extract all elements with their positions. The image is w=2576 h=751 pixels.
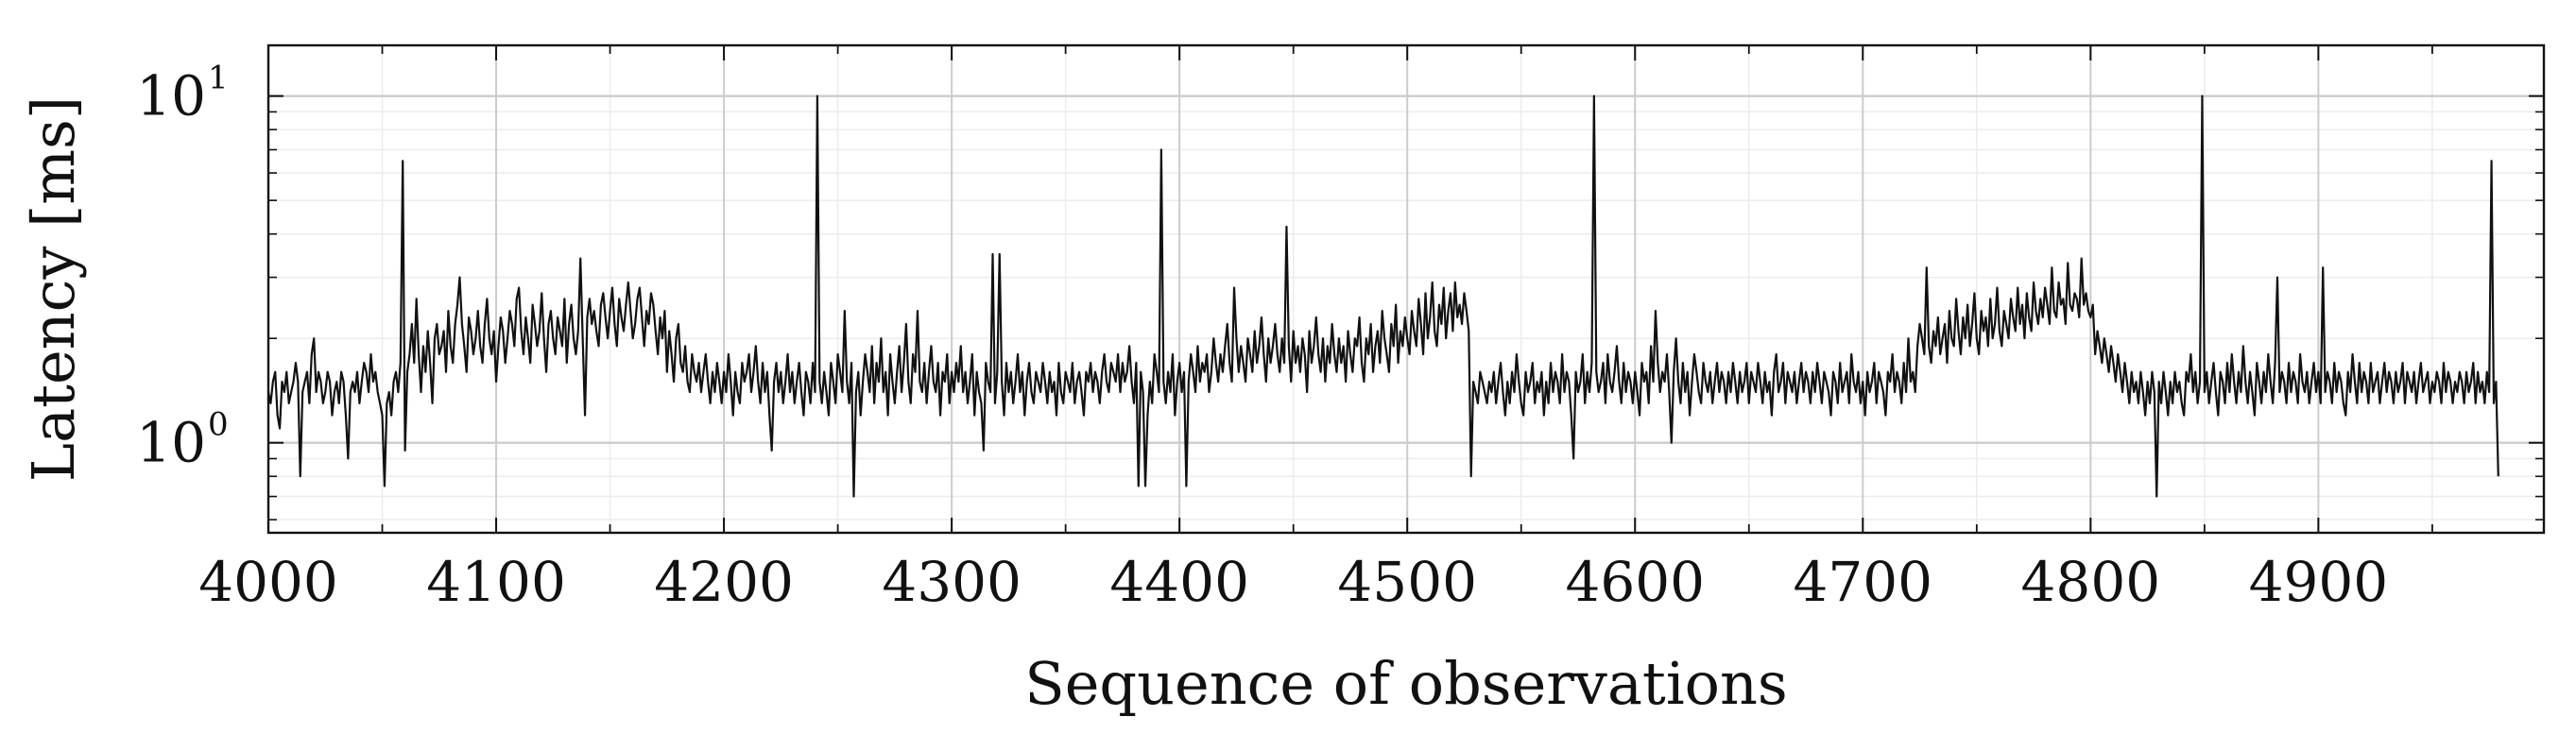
x-tick-label: 4100	[426, 550, 566, 614]
x-tick-label: 4200	[654, 550, 794, 614]
major-grid	[268, 45, 2544, 533]
y-tick-label: 10	[136, 64, 206, 128]
plot-background	[268, 45, 2544, 533]
x-tick-label: 4300	[882, 550, 1022, 614]
plot-frame	[266, 43, 2546, 535]
x-tick-label: 4000	[198, 550, 338, 614]
axis-ticks	[267, 45, 2544, 533]
x-tick-label: 4700	[1793, 550, 1932, 614]
series-line	[266, 94, 2499, 498]
x-tick-label: 4500	[1337, 550, 1477, 614]
x-tick-label: 4900	[2249, 550, 2389, 614]
y-tick-exponent: 0	[208, 406, 229, 444]
x-tick-label: 4600	[1565, 550, 1705, 614]
x-tick-labels: 4000 4100 4200 4300 4400 4500 4600 4700 4800 4900	[198, 550, 2388, 614]
x-tick-label: 4400	[1109, 550, 1249, 614]
y-tick-label: 10	[136, 411, 206, 475]
x-tick-label: 4800	[2021, 550, 2161, 614]
minor-grid	[268, 45, 2544, 533]
x-axis-label: Sequence of observations	[1024, 649, 1787, 718]
y-axis-label: Latency [ms]	[19, 96, 88, 482]
y-tick-exponent: 1	[208, 60, 229, 97]
